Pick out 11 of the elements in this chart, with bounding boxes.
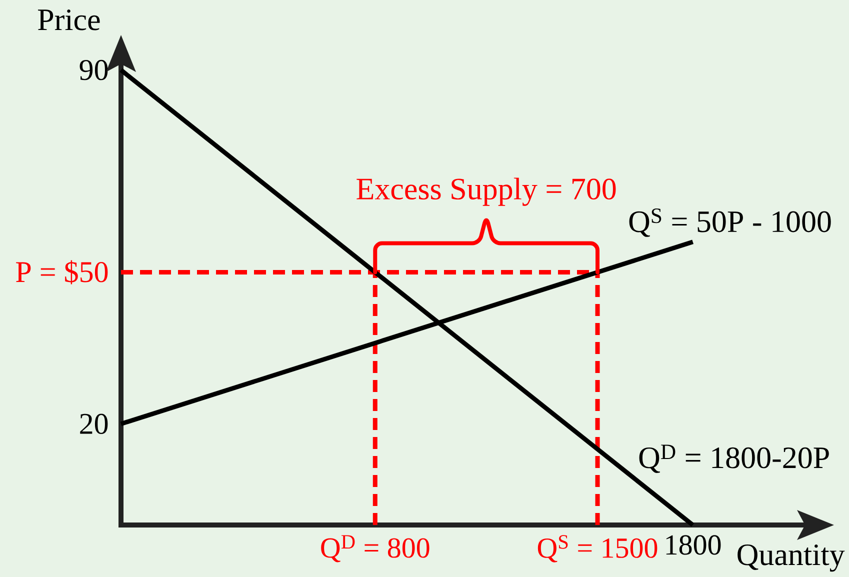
x-axis-title: Quantity [738, 544, 845, 572]
y-tick-label: 20 [80, 414, 108, 434]
y-axis-title: Price [38, 9, 100, 30]
series-label: Q$^{S}$ = 50P - 1000 [629, 208, 831, 237]
x-tick-label: Q$^{D}$ = 800 [321, 535, 430, 562]
y-tick-label: 90 [80, 60, 108, 80]
x-tick-label: Q$^{S}$ = 1500 [538, 535, 658, 562]
x-tick-label: 1800 [666, 535, 721, 555]
y-tick-label: P = $50 [16, 260, 108, 284]
series-label: Q$^{D}$ = 1800-20P [639, 444, 829, 474]
annotation: Excess Supply = 700 [356, 178, 616, 206]
